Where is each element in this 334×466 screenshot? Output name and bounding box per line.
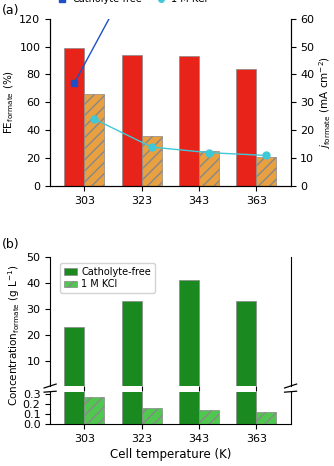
Bar xyxy=(122,301,142,387)
Legend: Catholyte-free, 1 M KCl: Catholyte-free, 1 M KCl xyxy=(60,263,155,294)
Bar xyxy=(64,48,85,186)
Bar xyxy=(256,412,276,424)
Bar xyxy=(64,327,85,387)
Bar xyxy=(236,301,256,387)
Bar xyxy=(85,397,105,424)
X-axis label: Cell temperature (K): Cell temperature (K) xyxy=(110,448,231,461)
Bar xyxy=(199,151,219,186)
Bar xyxy=(142,136,162,186)
Bar xyxy=(236,69,256,186)
Bar xyxy=(122,55,142,186)
Bar xyxy=(142,408,162,424)
Bar xyxy=(179,0,199,424)
Bar xyxy=(85,94,105,186)
Bar xyxy=(199,410,219,424)
Text: (a): (a) xyxy=(2,4,19,17)
Bar xyxy=(122,0,142,424)
Bar xyxy=(256,157,276,186)
Y-axis label: $j_\mathrm{formate}$ (mA cm$^{-2}$): $j_\mathrm{formate}$ (mA cm$^{-2}$) xyxy=(317,56,333,149)
Bar xyxy=(179,56,199,186)
Bar xyxy=(236,0,256,424)
Bar xyxy=(64,0,85,424)
Y-axis label: FE$_\mathrm{formate}$ (%): FE$_\mathrm{formate}$ (%) xyxy=(3,70,16,134)
Text: (b): (b) xyxy=(2,238,20,251)
Bar xyxy=(179,280,199,387)
Legend: Catholyte-free, Catholyte-free, 1 M KCl, 1 M KCl: Catholyte-free, Catholyte-free, 1 M KCl,… xyxy=(55,0,208,4)
Bar xyxy=(85,386,105,387)
Text: Concentration$_\mathrm{formate}$ (g L$^{-1}$): Concentration$_\mathrm{formate}$ (g L$^{… xyxy=(7,265,22,406)
